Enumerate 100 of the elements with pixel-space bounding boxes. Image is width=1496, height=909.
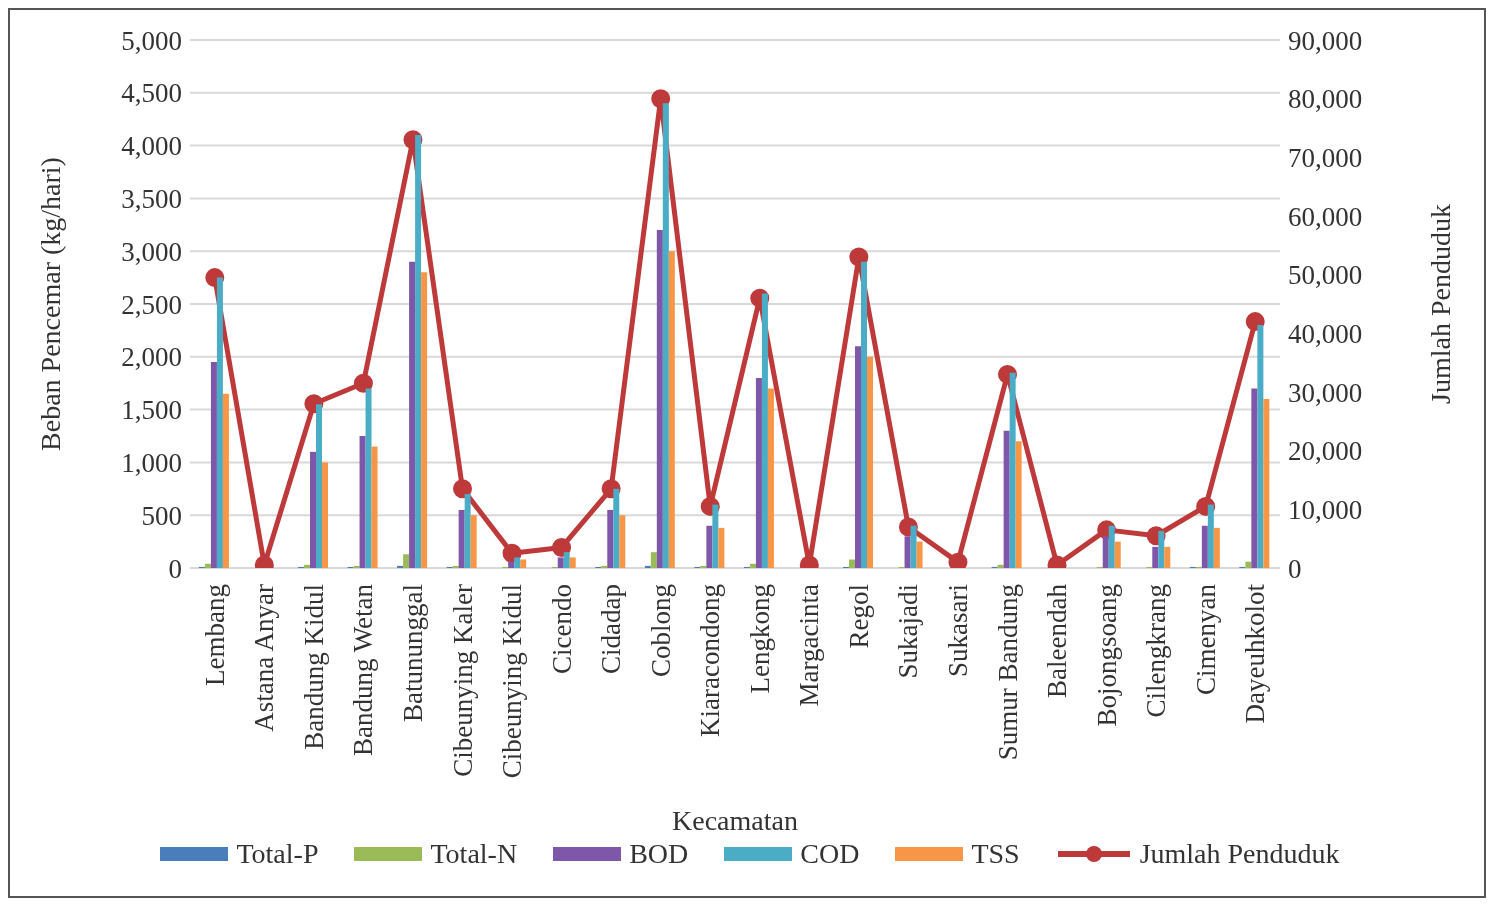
- bar: [557, 557, 564, 568]
- point: [849, 247, 869, 267]
- x-tick-label: Cibeunying Kaler: [447, 584, 478, 777]
- y2-tick-label: 80,000: [1288, 84, 1363, 115]
- bar: [508, 561, 515, 568]
- bar: [1015, 441, 1022, 568]
- y2-tick-label: 90,000: [1288, 25, 1363, 56]
- x-tick-label: Bandung Kidul: [298, 584, 329, 750]
- y2-tick-label: 0: [1288, 553, 1302, 584]
- bar: [1207, 504, 1214, 568]
- x-tick-label: Sukasari: [942, 584, 973, 677]
- bar: [304, 564, 311, 568]
- bar: [767, 388, 774, 568]
- legend-label: Jumlah Penduduk: [1139, 838, 1340, 870]
- bar: [569, 557, 576, 568]
- bar: [712, 504, 719, 568]
- y2-tick-label: 70,000: [1288, 142, 1363, 173]
- bar: [310, 451, 317, 568]
- bar: [365, 388, 372, 568]
- bar: [867, 356, 874, 568]
- y2-tick-label: 10,000: [1288, 494, 1363, 525]
- x-tick-label: Bojongsoang: [1091, 584, 1122, 727]
- bar: [1213, 527, 1220, 568]
- bar: [613, 488, 620, 568]
- bar: [520, 559, 527, 568]
- x-tick-label: Baleendah: [1042, 583, 1073, 698]
- y2-axis-title: Jumlah Penduduk: [1424, 204, 1456, 404]
- bar: [656, 230, 663, 568]
- x-tick-label: Sukajadi: [893, 584, 924, 679]
- bar: [650, 552, 657, 568]
- bar: [210, 362, 217, 568]
- bar: [222, 393, 229, 568]
- bar: [1003, 430, 1010, 568]
- y-tick-label: 1,500: [121, 395, 182, 426]
- y-axis-title: Beban Pencemar (kg/hari): [34, 157, 66, 451]
- bar: [470, 515, 477, 568]
- bar: [216, 277, 223, 568]
- bar: [1245, 561, 1252, 568]
- bar: [1009, 372, 1016, 568]
- bar: [1201, 525, 1208, 568]
- y-tick-label: 1,000: [121, 447, 182, 478]
- bar: [619, 515, 626, 568]
- point: [552, 537, 572, 557]
- bar: [322, 462, 329, 568]
- bar: [910, 525, 917, 568]
- bar: [1102, 536, 1109, 568]
- y2-tick-label: 60,000: [1288, 201, 1363, 232]
- x-tick-label: Cilengkrang: [1141, 584, 1172, 718]
- bar: [1251, 388, 1258, 568]
- bar: [668, 251, 675, 568]
- bar: [514, 557, 521, 568]
- x-tick-label: Astana Anyar: [249, 584, 280, 732]
- bar: [601, 565, 608, 568]
- bar: [1257, 325, 1264, 568]
- bar: [1164, 546, 1171, 568]
- y-tick-label: 2,500: [121, 289, 182, 320]
- bar: [359, 436, 366, 568]
- y-tick-label: 4,500: [121, 78, 182, 109]
- x-tick-label: Dayeuhkolot: [1240, 583, 1271, 724]
- bar: [849, 559, 856, 568]
- bar: [1114, 541, 1121, 568]
- x-tick-label: Coblong: [645, 584, 676, 678]
- y2-tick-label: 40,000: [1288, 318, 1363, 349]
- point: [453, 479, 472, 499]
- point: [502, 543, 522, 563]
- bar: [563, 552, 570, 568]
- bar: [749, 563, 756, 568]
- bar: [316, 404, 323, 568]
- bar: [452, 565, 459, 568]
- point: [651, 89, 671, 109]
- point: [353, 373, 373, 393]
- x-tick-label: Cicendo: [546, 584, 577, 674]
- bar: [353, 565, 360, 568]
- bar: [700, 565, 707, 568]
- y-tick-label: 4,000: [121, 131, 182, 162]
- bar: [662, 103, 669, 568]
- bar: [607, 509, 614, 568]
- bar: [916, 541, 923, 568]
- x-tick-label: Margacinta: [794, 583, 825, 707]
- x-tick-label: Sumur Bandung: [992, 584, 1023, 761]
- y2-tick-label: 30,000: [1288, 377, 1363, 408]
- bar: [755, 377, 762, 568]
- x-tick-label: Batununggal: [397, 584, 428, 722]
- x-tick-label: Cibeunying Kidul: [497, 584, 528, 779]
- y-tick-label: 2,000: [121, 342, 182, 373]
- y-tick-label: 0: [168, 553, 182, 584]
- bar: [1108, 525, 1115, 568]
- y2-tick-label: 20,000: [1288, 436, 1363, 467]
- bar: [421, 272, 428, 568]
- legend-label: BOD: [629, 838, 689, 870]
- legend-label: Total-P: [236, 838, 319, 870]
- bar: [409, 261, 416, 568]
- y-tick-label: 500: [141, 500, 182, 531]
- bar: [718, 527, 725, 568]
- y-tick-label: 3,500: [121, 183, 182, 214]
- x-tick-label: Bandung Wetan: [348, 583, 379, 757]
- x-tick-label: Cidadap: [596, 584, 627, 674]
- bar: [458, 509, 465, 568]
- bar: [204, 563, 211, 568]
- bar: [997, 564, 1004, 568]
